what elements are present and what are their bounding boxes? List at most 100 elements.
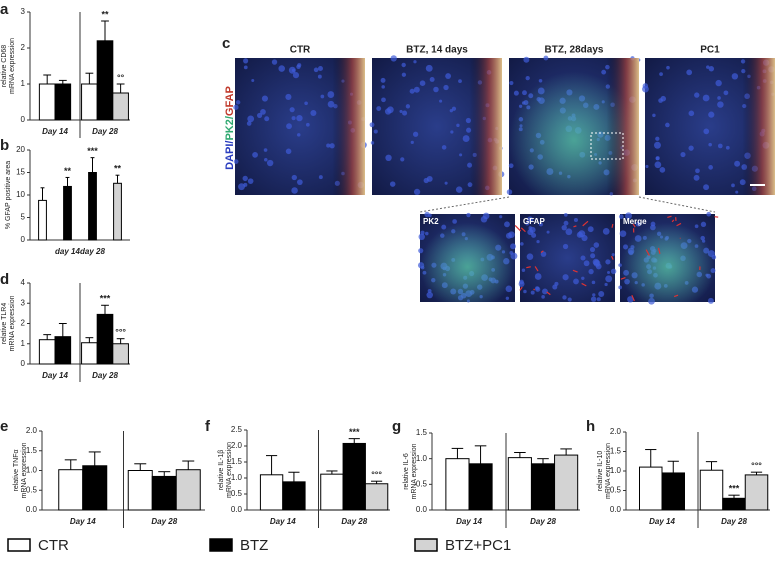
- nucleus: [563, 220, 569, 226]
- stain-label: DAPI/PK2/GFAP: [224, 86, 236, 170]
- y-tick-label: 1.5: [610, 447, 622, 456]
- nucleus: [518, 281, 525, 288]
- y-tick-label: 20: [16, 145, 25, 154]
- y-tick-label: 2.0: [26, 426, 38, 435]
- legend-swatch: [414, 538, 438, 552]
- y-axis-label: relative IL-6: [403, 453, 410, 490]
- y-tick-label: 1.5: [416, 428, 428, 437]
- nucleus: [573, 278, 579, 285]
- astrocyte: [645, 249, 650, 256]
- zoom-label: Merge: [623, 217, 647, 226]
- nucleus: [542, 288, 548, 295]
- astrocyte: [533, 288, 536, 291]
- x-tick-label: day 28: [80, 247, 105, 256]
- panel-letter: b: [0, 137, 9, 154]
- x-tick-label: Day 14: [270, 517, 296, 526]
- bar: [82, 465, 108, 511]
- bar: [38, 199, 47, 241]
- bar: [507, 457, 532, 511]
- nucleus: [583, 260, 590, 267]
- significance: ***: [729, 484, 740, 494]
- astrocyte: [514, 225, 522, 232]
- y-tick-label: 5: [21, 213, 26, 222]
- y-axis-label: relative TNFα: [13, 449, 20, 491]
- nucleus: [538, 222, 543, 227]
- y-tick-label: 0.5: [26, 485, 38, 494]
- nucleus: [592, 293, 596, 297]
- significance: **: [64, 166, 72, 176]
- y-tick-label: 15: [16, 168, 25, 177]
- legend-label: BTZ: [240, 537, 268, 554]
- y-tick-label: 2.0: [610, 427, 622, 436]
- y-axis-label: relative IL-1β: [218, 450, 225, 491]
- astrocyte: [611, 255, 614, 260]
- legend-label: CTR: [38, 537, 69, 554]
- x-tick-label: Day 28: [151, 517, 177, 526]
- bar: [38, 339, 56, 365]
- y-axis-label: mRNA expression: [9, 295, 16, 351]
- astrocyte: [546, 291, 551, 296]
- y-axis-label: mRNA expression: [226, 442, 233, 498]
- panel-letter: g: [392, 418, 401, 435]
- nucleus: [562, 243, 569, 250]
- significance: ***: [87, 146, 98, 156]
- y-axis-label: mRNA expression: [605, 443, 612, 499]
- y-tick-label: 3: [21, 7, 26, 16]
- y-axis-label: relative TLR4: [1, 303, 8, 345]
- y-tick-label: 0.0: [416, 505, 428, 514]
- nucleus: [589, 246, 596, 253]
- x-tick-label: Day 14: [649, 517, 675, 526]
- bar: [320, 473, 344, 511]
- image-panel: c DAPI/PK2/GFAP CTR BTZ, 14 days BTZ, 28da…: [222, 35, 775, 305]
- nucleus: [567, 297, 572, 302]
- bar: [445, 458, 470, 511]
- x-tick-label: Day 28: [530, 517, 556, 526]
- bar: [151, 475, 177, 511]
- zoom-label: PK2: [423, 217, 439, 226]
- x-tick-label: Day 14: [70, 517, 96, 526]
- stain-pk2: PK2/: [224, 116, 236, 140]
- column-label: PC1: [700, 45, 720, 56]
- nucleus: [578, 230, 586, 238]
- x-tick-label: day 14: [55, 247, 80, 256]
- legend-swatch: [209, 538, 233, 552]
- astrocyte: [519, 286, 523, 291]
- significance: ***: [349, 427, 360, 437]
- nucleus: [563, 212, 568, 217]
- astrocyte: [581, 282, 587, 287]
- zoom-link: [638, 196, 716, 213]
- nucleus: [536, 239, 540, 244]
- x-tick-label: Day 28: [721, 517, 747, 526]
- nucleus: [590, 253, 596, 259]
- y-axis-label: mRNA expression: [9, 38, 16, 94]
- bar: [342, 442, 366, 511]
- panel-letter: f: [205, 418, 211, 435]
- bar: [96, 313, 114, 365]
- nucleus: [561, 224, 567, 231]
- astrocyte: [632, 223, 636, 228]
- astrocyte: [671, 219, 675, 223]
- stain-gfap: GFAP: [224, 86, 236, 116]
- significance: °°°: [115, 327, 126, 337]
- astrocyte: [620, 276, 626, 280]
- x-tick-label: Day 28: [92, 371, 118, 380]
- bar: [96, 40, 114, 121]
- nucleus: [588, 268, 594, 275]
- x-tick-label: Day 28: [92, 127, 118, 136]
- y-tick-label: 2: [21, 43, 26, 52]
- legend-swatch: [7, 538, 31, 552]
- x-tick-label: Day 28: [341, 517, 367, 526]
- astrocyte: [572, 269, 578, 273]
- y-tick-label: 1: [21, 339, 26, 348]
- bar: [112, 343, 129, 365]
- nucleus: [587, 226, 594, 233]
- bar: [38, 83, 56, 121]
- significance: °°°: [751, 461, 762, 471]
- y-axis-label: relative IL-10: [597, 451, 604, 492]
- bar: [175, 469, 201, 511]
- y-axis-label: % GFAP positive area: [5, 161, 12, 229]
- x-tick-label: Day 14: [42, 371, 68, 380]
- stain-dapi: DAPI/: [224, 141, 236, 170]
- column-label: CTR: [290, 45, 311, 56]
- nucleus: [610, 268, 617, 275]
